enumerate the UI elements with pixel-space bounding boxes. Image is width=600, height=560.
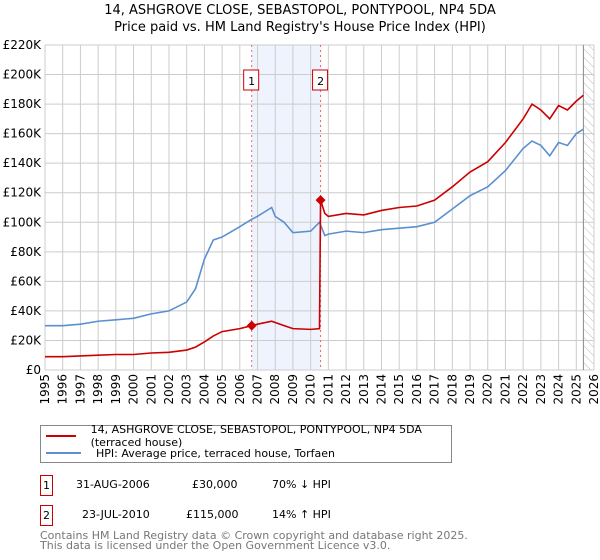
sale-point bbox=[315, 195, 326, 206]
x-tick-label: 2022 bbox=[516, 374, 530, 405]
x-tick-label: 2014 bbox=[374, 374, 388, 405]
x-tick-label: 2016 bbox=[410, 374, 424, 405]
x-tick-label: 2019 bbox=[463, 374, 477, 405]
y-tick-label: £60K bbox=[10, 274, 42, 288]
sale-price: £115,000 bbox=[186, 508, 239, 521]
y-tick-label: £80K bbox=[10, 245, 42, 259]
x-tick-label: 2009 bbox=[286, 374, 300, 405]
y-tick-label: £200K bbox=[3, 68, 43, 82]
legend-item-hpi: HPI: Average price, terraced house, Torf… bbox=[41, 445, 335, 461]
y-tick-label: £100K bbox=[3, 215, 43, 229]
sale-marker-box: 1 bbox=[40, 475, 53, 496]
x-tick-label: 2023 bbox=[534, 374, 548, 405]
sale-hpi: 14% ↑ HPI bbox=[272, 508, 331, 521]
y-tick-label: £140K bbox=[3, 156, 43, 170]
sale-marker-box: 2 bbox=[40, 505, 53, 526]
y-tick-label: £40K bbox=[10, 304, 42, 318]
footer-line: Contains HM Land Registry data © Crown c… bbox=[40, 529, 468, 542]
x-tick-label: 2018 bbox=[445, 374, 459, 405]
forecast-hatch bbox=[583, 45, 594, 370]
x-tick-label: 2002 bbox=[162, 374, 176, 405]
legend: 14, ASHGROVE CLOSE, SEBASTOPOL, PONTYPOO… bbox=[40, 423, 452, 463]
y-tick-label: £160K bbox=[3, 127, 43, 141]
sale-label-box bbox=[312, 69, 329, 91]
x-tick-label: 2015 bbox=[392, 374, 406, 405]
y-tick-label: £180K bbox=[3, 97, 43, 111]
x-tick-label: 2024 bbox=[552, 374, 566, 405]
legend-line-red bbox=[46, 435, 76, 437]
x-tick-label: 2013 bbox=[357, 374, 371, 405]
hpi-line bbox=[45, 128, 584, 327]
x-tick-label: 2003 bbox=[180, 374, 194, 405]
y-tick-label: £120K bbox=[3, 186, 43, 200]
sale-label: 2 bbox=[317, 75, 324, 88]
sale-label-box bbox=[243, 69, 260, 91]
x-tick-label: 2020 bbox=[481, 374, 495, 405]
footer-line: This data is licensed under the Open Gov… bbox=[40, 539, 391, 552]
sale-label: 1 bbox=[248, 75, 255, 88]
legend-label: HPI: Average price, terraced house, Torf… bbox=[96, 446, 335, 460]
x-tick-label: 1995 bbox=[38, 374, 52, 405]
x-tick-label: 2012 bbox=[339, 374, 353, 405]
sale-price: £30,000 bbox=[192, 478, 238, 491]
x-tick-label: 2006 bbox=[233, 374, 247, 405]
legend-item-property: 14, ASHGROVE CLOSE, SEBASTOPOL, PONTYPOO… bbox=[41, 423, 451, 449]
x-tick-label: 2008 bbox=[268, 374, 282, 405]
x-tick-label: 1996 bbox=[56, 374, 70, 405]
footer: Contains HM Land Registry data © Crown c… bbox=[40, 529, 468, 552]
chart-subtitle: Price paid vs. HM Land Registry's House … bbox=[114, 20, 486, 35]
x-tick-label: 2017 bbox=[428, 374, 442, 405]
y-tick-label: £220K bbox=[3, 38, 43, 52]
x-tick-label: 2005 bbox=[215, 374, 229, 405]
chart-title: 14, ASHGROVE CLOSE, SEBASTOPOL, PONTYPOO… bbox=[104, 3, 496, 18]
x-tick-label: 2011 bbox=[321, 374, 335, 405]
property-line bbox=[45, 94, 584, 358]
sale-row: 1 31-AUG-2006 £30,000 70% ↓ HPI bbox=[40, 475, 440, 496]
x-tick-label: 2004 bbox=[197, 374, 211, 405]
sale-date: 31-AUG-2006 bbox=[76, 478, 150, 491]
x-tick-label: 2000 bbox=[127, 374, 141, 405]
x-tick-label: 1998 bbox=[91, 374, 105, 405]
x-tick-label: 2021 bbox=[498, 374, 512, 405]
x-tick-label: 2007 bbox=[251, 374, 265, 405]
sale-row: 2 23-JUL-2010 £115,000 14% ↑ HPI bbox=[40, 505, 440, 526]
x-tick-label: 2025 bbox=[569, 374, 583, 405]
sale-point bbox=[246, 320, 257, 331]
plot-area: 1995 1996 1997 1998 1999 2000 2001 2002 2003 2004… bbox=[3, 38, 600, 405]
legend-line-blue bbox=[46, 452, 81, 454]
sale-period-shading bbox=[251, 45, 321, 370]
sale-date: 23-JUL-2010 bbox=[82, 508, 150, 521]
y-tick-label: £0 bbox=[26, 363, 41, 377]
x-tick-label: 1999 bbox=[109, 374, 123, 405]
x-tick-label: 2001 bbox=[144, 374, 158, 405]
x-tick-label: 1997 bbox=[73, 374, 87, 405]
x-tick-label: 2010 bbox=[304, 374, 318, 405]
legend-label: 14, ASHGROVE CLOSE, SEBASTOPOL, PONTYPOO… bbox=[90, 423, 422, 449]
x-tick-label: 2026 bbox=[587, 374, 600, 405]
y-tick-label: £20K bbox=[10, 333, 42, 347]
sale-hpi: 70% ↓ HPI bbox=[272, 478, 331, 491]
